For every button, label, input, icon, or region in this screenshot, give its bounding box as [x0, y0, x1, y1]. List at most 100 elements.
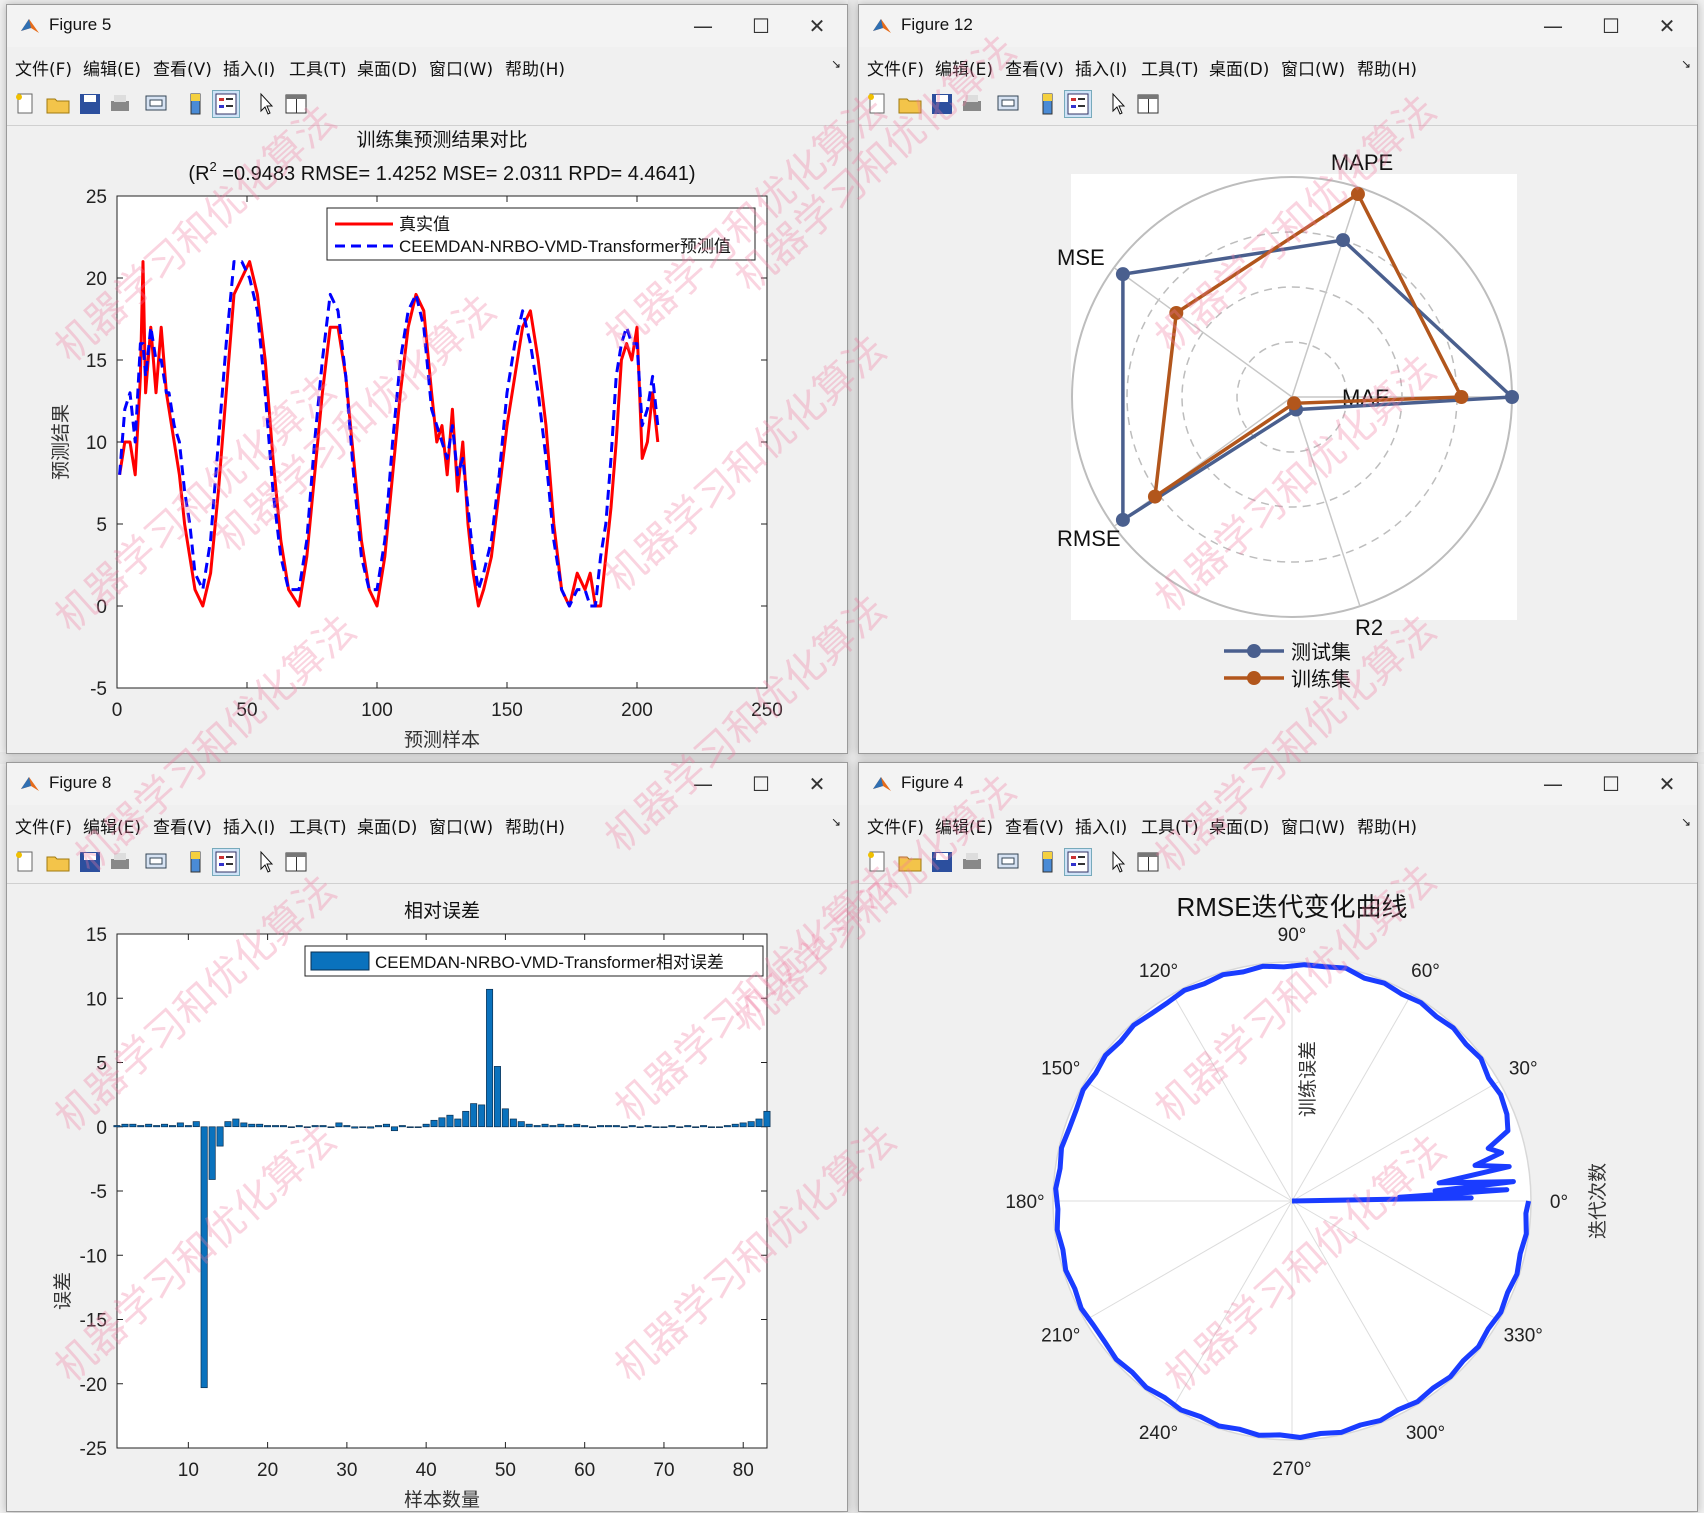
legend-icon[interactable]: [1064, 848, 1092, 876]
menu-item-5[interactable]: 桌面(D): [357, 60, 418, 80]
x-tick-label: 100: [361, 700, 393, 721]
bar-4: [145, 1123, 153, 1128]
menu-item-3[interactable]: 插入(I): [223, 818, 276, 838]
menu-item-5[interactable]: 桌面(D): [1209, 818, 1270, 838]
pointer-icon[interactable]: [1105, 91, 1131, 117]
menu-item-4[interactable]: 工具(T): [289, 60, 347, 80]
menu-item-3[interactable]: 插入(I): [223, 60, 276, 80]
y-tick-label: 25: [86, 187, 107, 208]
new-file-icon[interactable]: [865, 849, 891, 875]
title-bar[interactable]: Figure 12 — ☐ ✕: [859, 5, 1697, 47]
menu-item-0[interactable]: 文件(F): [867, 818, 925, 838]
new-file-icon[interactable]: [865, 91, 891, 117]
menu-item-3[interactable]: 插入(I): [1075, 60, 1128, 80]
figure-5-window[interactable]: Figure 5 — ☐ ✕ 文件(F) 编辑(E) 查看(V) 插入(I) 工具(T)…: [6, 4, 848, 754]
save-icon[interactable]: [77, 91, 103, 117]
menu-item-6[interactable]: 窗口(W): [1281, 818, 1346, 838]
menu-item-7[interactable]: 帮助(H): [505, 60, 566, 80]
menu-item-6[interactable]: 窗口(W): [429, 818, 494, 838]
open-folder-icon[interactable]: [45, 91, 71, 117]
menu-item-7[interactable]: 帮助(H): [505, 818, 566, 838]
property-editor-icon[interactable]: [1135, 91, 1161, 117]
maximize-button[interactable]: ☐: [1602, 14, 1620, 38]
colorbar-icon[interactable]: [1035, 91, 1061, 117]
menu-overflow-icon[interactable]: ↘: [830, 57, 841, 71]
new-file-icon[interactable]: [13, 91, 39, 117]
radar-point-0-1: [1335, 233, 1350, 248]
menu-item-2[interactable]: 查看(V): [1005, 60, 1064, 80]
menu-item-0[interactable]: 文件(F): [867, 60, 925, 80]
print-icon[interactable]: [107, 91, 133, 117]
colorbar-icon[interactable]: [183, 849, 209, 875]
figure-8-window[interactable]: Figure 8 — ☐ ✕ 文件(F) 编辑(E) 查看(V) 插入(I) 工具(T)…: [6, 762, 848, 1512]
menu-overflow-icon[interactable]: ↘: [830, 815, 841, 829]
save-icon[interactable]: [77, 849, 103, 875]
menu-item-3[interactable]: 插入(I): [1075, 818, 1128, 838]
print-icon[interactable]: [959, 91, 985, 117]
close-button[interactable]: ✕: [1658, 772, 1676, 796]
colorbar-icon[interactable]: [1035, 849, 1061, 875]
legend-icon[interactable]: [212, 848, 240, 876]
menu-item-1[interactable]: 编辑(E): [83, 818, 142, 838]
minimize-button[interactable]: —: [1543, 14, 1563, 38]
property-editor-icon[interactable]: [283, 849, 309, 875]
minimize-button[interactable]: —: [1543, 772, 1563, 796]
property-editor-icon[interactable]: [1135, 849, 1161, 875]
close-button[interactable]: ✕: [808, 14, 826, 38]
save-icon[interactable]: [929, 91, 955, 117]
menu-item-1[interactable]: 编辑(E): [935, 60, 994, 80]
new-file-icon[interactable]: [13, 849, 39, 875]
maximize-button[interactable]: ☐: [752, 772, 770, 796]
pointer-icon[interactable]: [253, 849, 279, 875]
menu-item-4[interactable]: 工具(T): [1141, 60, 1199, 80]
radar-axis-label-1: MAPE: [1331, 150, 1393, 175]
menu-bar: 文件(F) 编辑(E) 查看(V) 插入(I) 工具(T) 桌面(D) 窗口(W) 帮助(H)…: [859, 49, 1697, 83]
save-icon[interactable]: [929, 849, 955, 875]
property-editor-icon[interactable]: [283, 91, 309, 117]
legend-icon[interactable]: [212, 90, 240, 118]
menu-item-2[interactable]: 查看(V): [1005, 818, 1064, 838]
menu-item-5[interactable]: 桌面(D): [1209, 60, 1270, 80]
legend-icon[interactable]: [1064, 90, 1092, 118]
menu-item-4[interactable]: 工具(T): [1141, 818, 1199, 838]
pointer-icon[interactable]: [253, 91, 279, 117]
menu-item-2[interactable]: 查看(V): [153, 60, 212, 80]
menu-overflow-icon[interactable]: ↘: [1680, 57, 1691, 71]
menu-item-0[interactable]: 文件(F): [15, 60, 73, 80]
close-button[interactable]: ✕: [1658, 14, 1676, 38]
menu-item-7[interactable]: 帮助(H): [1357, 818, 1418, 838]
figure-4-window[interactable]: Figure 4 — ☐ ✕ 文件(F) 编辑(E) 查看(V) 插入(I) 工具(T)…: [858, 762, 1698, 1512]
link-plot-icon[interactable]: [995, 91, 1021, 117]
menu-item-1[interactable]: 编辑(E): [83, 60, 142, 80]
open-folder-icon[interactable]: [45, 849, 71, 875]
menu-overflow-icon[interactable]: ↘: [1680, 815, 1691, 829]
menu-item-4[interactable]: 工具(T): [289, 818, 347, 838]
menu-item-7[interactable]: 帮助(H): [1357, 60, 1418, 80]
menu-item-0[interactable]: 文件(F): [15, 818, 73, 838]
bar-55: [549, 1125, 557, 1128]
print-icon[interactable]: [959, 849, 985, 875]
menu-item-2[interactable]: 查看(V): [153, 818, 212, 838]
maximize-button[interactable]: ☐: [1602, 772, 1620, 796]
title-bar[interactable]: Figure 5 — ☐ ✕: [7, 5, 847, 47]
colorbar-icon[interactable]: [183, 91, 209, 117]
menu-item-1[interactable]: 编辑(E): [935, 818, 994, 838]
figure-12-window[interactable]: Figure 12 — ☐ ✕ 文件(F) 编辑(E) 查看(V) 插入(I) 工具(T…: [858, 4, 1698, 754]
minimize-button[interactable]: —: [693, 14, 713, 38]
title-bar[interactable]: Figure 8 — ☐ ✕: [7, 763, 847, 805]
maximize-button[interactable]: ☐: [752, 14, 770, 38]
menu-item-5[interactable]: 桌面(D): [357, 818, 418, 838]
open-folder-icon[interactable]: [897, 91, 923, 117]
title-bar[interactable]: Figure 4 — ☐ ✕: [859, 763, 1697, 805]
print-icon[interactable]: [107, 849, 133, 875]
minimize-button[interactable]: —: [693, 772, 713, 796]
close-button[interactable]: ✕: [808, 772, 826, 796]
menu-item-6[interactable]: 窗口(W): [1281, 60, 1346, 80]
pointer-icon[interactable]: [1105, 849, 1131, 875]
link-plot-icon[interactable]: [995, 849, 1021, 875]
menu-item-6[interactable]: 窗口(W): [429, 60, 494, 80]
open-folder-icon[interactable]: [897, 849, 923, 875]
link-plot-icon[interactable]: [143, 91, 169, 117]
link-plot-icon[interactable]: [143, 849, 169, 875]
